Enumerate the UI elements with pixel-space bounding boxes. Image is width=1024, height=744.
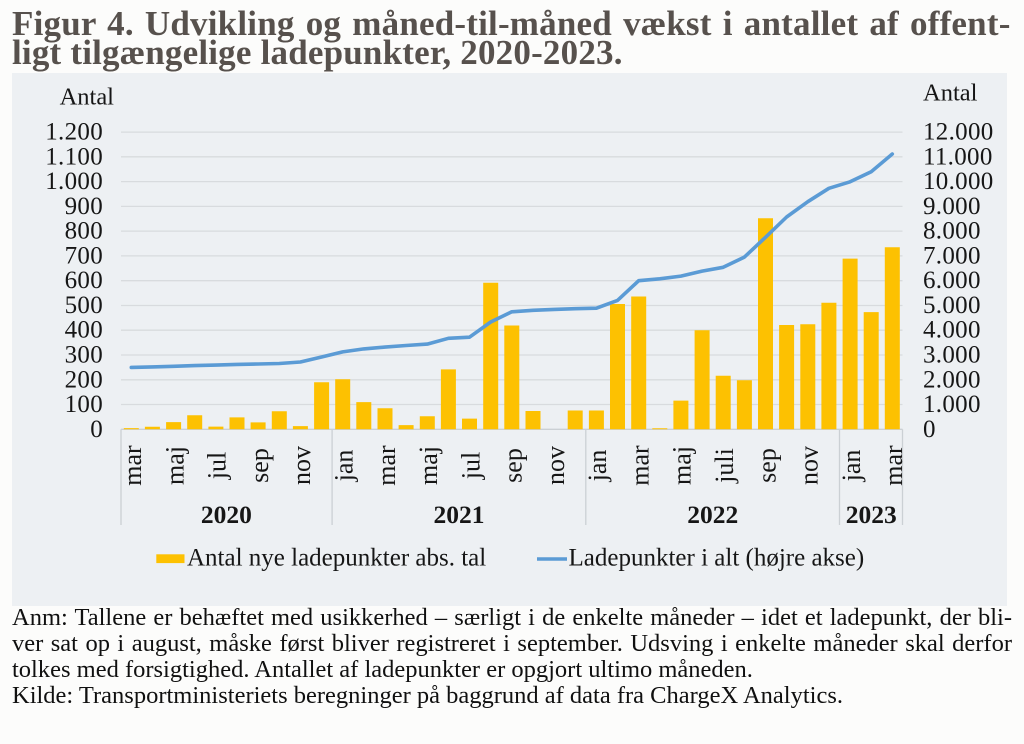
svg-text:jul: jul — [203, 451, 232, 479]
svg-text:0: 0 — [90, 415, 103, 442]
svg-text:9.000: 9.000 — [923, 192, 981, 219]
svg-text:jan: jan — [583, 449, 612, 482]
svg-text:sep: sep — [499, 448, 528, 483]
svg-text:1.100: 1.100 — [45, 143, 103, 170]
svg-text:300: 300 — [65, 341, 103, 368]
svg-text:100: 100 — [65, 391, 103, 418]
svg-text:1.200: 1.200 — [45, 118, 103, 145]
svg-text:3.000: 3.000 — [923, 341, 981, 368]
svg-text:mar: mar — [879, 444, 908, 485]
svg-text:jan: jan — [837, 449, 866, 482]
svg-text:8.000: 8.000 — [923, 217, 981, 244]
svg-text:1.000: 1.000 — [923, 391, 981, 418]
svg-text:2021: 2021 — [434, 500, 485, 529]
svg-text:Antal: Antal — [923, 79, 978, 106]
svg-text:jan: jan — [330, 449, 359, 482]
svg-text:2.000: 2.000 — [923, 366, 981, 393]
svg-text:12.000: 12.000 — [923, 118, 994, 145]
svg-text:maj: maj — [668, 446, 697, 485]
svg-text:2020: 2020 — [201, 500, 252, 529]
svg-text:600: 600 — [65, 267, 103, 294]
svg-text:mar: mar — [118, 444, 147, 485]
svg-text:juli: juli — [710, 448, 739, 484]
svg-text:Antal: Antal — [60, 83, 115, 110]
svg-text:900: 900 — [65, 192, 103, 219]
svg-text:800: 800 — [65, 217, 103, 244]
svg-text:400: 400 — [65, 316, 103, 343]
svg-text:200: 200 — [65, 366, 103, 393]
svg-text:2022: 2022 — [687, 500, 738, 529]
svg-text:nov: nov — [541, 446, 570, 485]
svg-text:1.000: 1.000 — [45, 168, 103, 195]
svg-text:10.000: 10.000 — [923, 168, 994, 195]
svg-text:nov: nov — [795, 446, 824, 485]
svg-text:maj: maj — [414, 446, 443, 485]
svg-text:11.000: 11.000 — [923, 143, 993, 170]
svg-text:700: 700 — [65, 242, 103, 269]
svg-text:2023: 2023 — [846, 500, 897, 529]
svg-text:mar: mar — [372, 444, 401, 485]
svg-text:nov: nov — [287, 446, 316, 485]
svg-text:0: 0 — [923, 415, 936, 442]
svg-text:5.000: 5.000 — [923, 292, 981, 319]
svg-text:4.000: 4.000 — [923, 316, 981, 343]
svg-text:maj: maj — [160, 446, 189, 485]
svg-text:jul: jul — [456, 451, 485, 479]
svg-text:sep: sep — [752, 448, 781, 483]
svg-text:Ladepunkter i alt (højre akse): Ladepunkter i alt (højre akse) — [569, 544, 865, 571]
svg-text:sep: sep — [245, 448, 274, 483]
svg-text:7.000: 7.000 — [923, 242, 981, 269]
svg-text:6.000: 6.000 — [923, 267, 981, 294]
svg-text:mar: mar — [626, 444, 655, 485]
svg-text:Antal nye ladepunkter abs. tal: Antal nye ladepunkter abs. tal — [187, 544, 486, 571]
svg-text:500: 500 — [65, 292, 103, 319]
